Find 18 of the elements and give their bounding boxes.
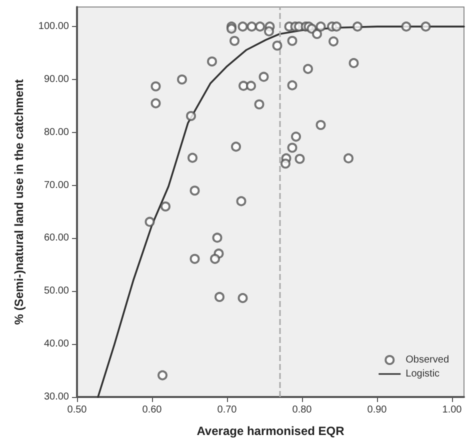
- x-tick-label: 0.60: [142, 404, 162, 416]
- y-tick-label: 50.00: [44, 286, 70, 297]
- x-tick-label: 0.90: [367, 404, 388, 416]
- x-tick-label: 0.50: [67, 404, 88, 416]
- y-tick-label: 80.00: [44, 126, 70, 138]
- x-tick-label: 0.70: [217, 404, 238, 416]
- legend-label: Logistic: [406, 368, 440, 380]
- y-tick-label: 40.00: [44, 338, 70, 350]
- x-tick-label: 0.80: [292, 404, 312, 416]
- y-tick-label: 60.00: [44, 232, 70, 244]
- x-tick-label: 1.00: [442, 404, 462, 416]
- x-axis-title: Average harmonised EQR: [196, 424, 345, 438]
- y-tick-label: 90.00: [44, 74, 70, 85]
- y-axis-title: % (Semi-)natural land use in the catchment: [12, 79, 26, 325]
- legend-label: Observed: [406, 354, 450, 366]
- y-tick-label: 30.00: [44, 392, 70, 402]
- y-tick-label: 100.00: [38, 21, 70, 32]
- y-tick-label: 70.00: [44, 180, 70, 191]
